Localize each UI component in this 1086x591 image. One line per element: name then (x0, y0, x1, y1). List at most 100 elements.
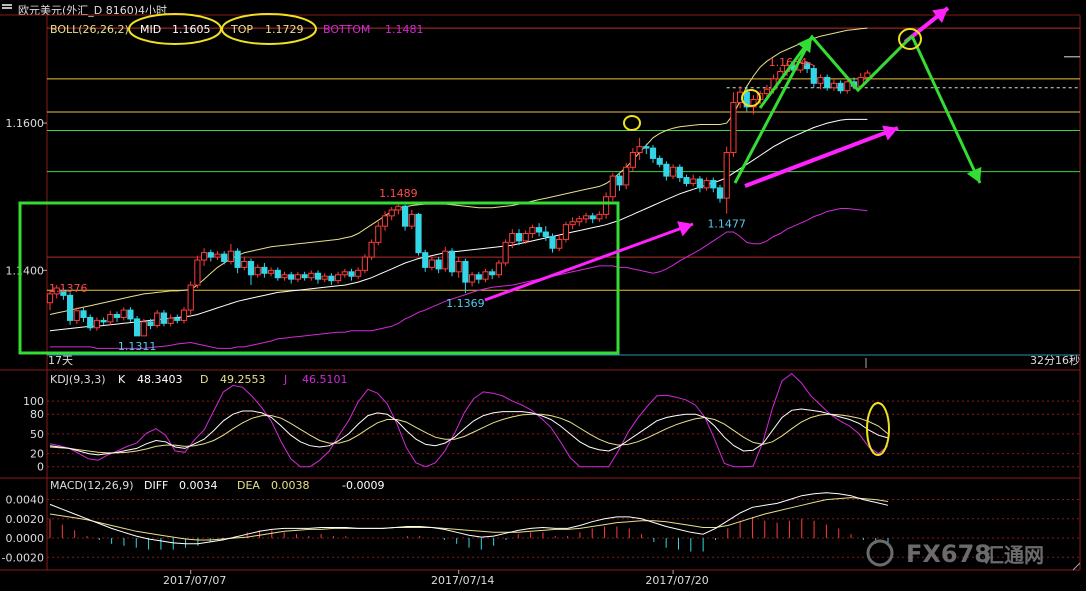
macd-diff-value: 0.0034 (179, 479, 218, 492)
green-down-arrow-shaft (910, 35, 982, 184)
candle-body (107, 314, 114, 323)
price-extreme-label: 1.1477 (707, 218, 746, 231)
candle-body (589, 215, 596, 220)
price-tick-label: 1.1400 (6, 264, 45, 277)
candle-body (154, 312, 161, 327)
candle-body (817, 76, 824, 84)
candle-body (489, 271, 496, 276)
candle-body (844, 81, 851, 92)
magenta-arrow-3-head (932, 8, 948, 23)
candle-body (549, 235, 556, 249)
candle-body (723, 152, 730, 199)
candle-body (763, 88, 770, 95)
candle-body (509, 233, 516, 243)
candle-body (113, 314, 121, 318)
kdj-tick-label: 0 (37, 461, 44, 474)
candle-body (408, 213, 415, 227)
magenta-arrow-1-head (677, 221, 693, 237)
candle-body (428, 259, 435, 268)
boll-bottom-value: 1.1481 (385, 23, 424, 36)
candle-body (93, 319, 101, 329)
candle-body (670, 166, 677, 177)
date-tick-label: 2017/07/20 (645, 574, 708, 587)
candle-body (730, 101, 737, 154)
candle-body (247, 260, 255, 276)
candle-body (596, 213, 603, 220)
candle-body (100, 319, 107, 323)
candle-body (663, 163, 670, 177)
candle-body (830, 82, 837, 89)
candle-body (495, 262, 502, 276)
candle-body (67, 294, 74, 321)
boll-bottom-line (50, 208, 868, 349)
candle-body (301, 274, 308, 279)
candle-body (268, 269, 275, 274)
candle-body (529, 227, 536, 235)
candle-body (582, 215, 590, 220)
magenta-arrow-2-head (882, 125, 898, 141)
kdj-highlight-ellipse (866, 402, 890, 456)
candle-body (690, 178, 697, 184)
macd-tick-label: 0.0020 (6, 513, 45, 526)
candle-body (341, 271, 348, 276)
range-box (18, 201, 620, 355)
candle-body (281, 274, 288, 279)
watermark-icon (866, 539, 894, 567)
macd-histogram-value: -0.0009 (342, 479, 384, 492)
candle-body (127, 309, 134, 320)
candle-body (80, 310, 87, 318)
price-extreme-label: 1.1489 (379, 187, 418, 200)
candle-body (375, 225, 382, 243)
candle-body (710, 180, 717, 189)
macd-diff-line (49, 492, 889, 545)
window-title: 欧元美元(外汇_D 8160)4小时 (18, 4, 168, 17)
macd-tick-label: 0.0040 (6, 494, 45, 507)
candle-body (448, 250, 456, 273)
candle-body (160, 312, 168, 324)
bars-count-label: 17天 (48, 354, 73, 367)
green-down-arrow-head (966, 166, 982, 183)
candle-body (636, 146, 643, 154)
candle-body (328, 275, 335, 282)
candle-body (629, 152, 636, 168)
menu-icon[interactable] (2, 4, 14, 12)
macd-dea-line (49, 497, 889, 541)
green-up-arrow-shaft (758, 36, 814, 109)
price-extreme-label: 1.1369 (446, 297, 485, 310)
candle-body (656, 157, 663, 165)
candle-body (207, 252, 214, 258)
candle-body (609, 175, 616, 198)
candle-body (221, 253, 228, 262)
kdj-j-label: J (283, 373, 287, 386)
candle-body (261, 266, 268, 274)
macd-diff-label: DIFF (144, 479, 168, 492)
highlight-circle (623, 115, 641, 131)
kdj-tick-label: 20 (30, 448, 44, 461)
magenta-arrow-1-shaft (484, 222, 694, 302)
candle-body (415, 213, 422, 254)
candle-body (174, 317, 181, 321)
candle-body (522, 233, 529, 242)
candle-body (388, 209, 395, 217)
candle-body (750, 99, 757, 108)
countdown-label: 32分16秒 (1030, 353, 1080, 367)
resize-handle-icon (1072, 562, 1081, 571)
candle-body (187, 284, 194, 311)
kdj-j-line (49, 372, 889, 468)
candle-body (254, 266, 261, 276)
candle-body (194, 259, 201, 286)
candle-body (455, 260, 462, 273)
green-projection-path (733, 34, 914, 184)
candle-body (810, 68, 817, 84)
candle-body (140, 321, 147, 337)
price-extreme-label: 1.1376 (49, 282, 88, 295)
candle-body (46, 293, 54, 304)
candle-body (73, 310, 80, 321)
candle-body (743, 91, 750, 108)
candle-body (348, 271, 355, 277)
candle-body (335, 274, 342, 282)
candle-body (616, 175, 623, 186)
boll-bottom-label: BOTTOM (323, 23, 370, 36)
